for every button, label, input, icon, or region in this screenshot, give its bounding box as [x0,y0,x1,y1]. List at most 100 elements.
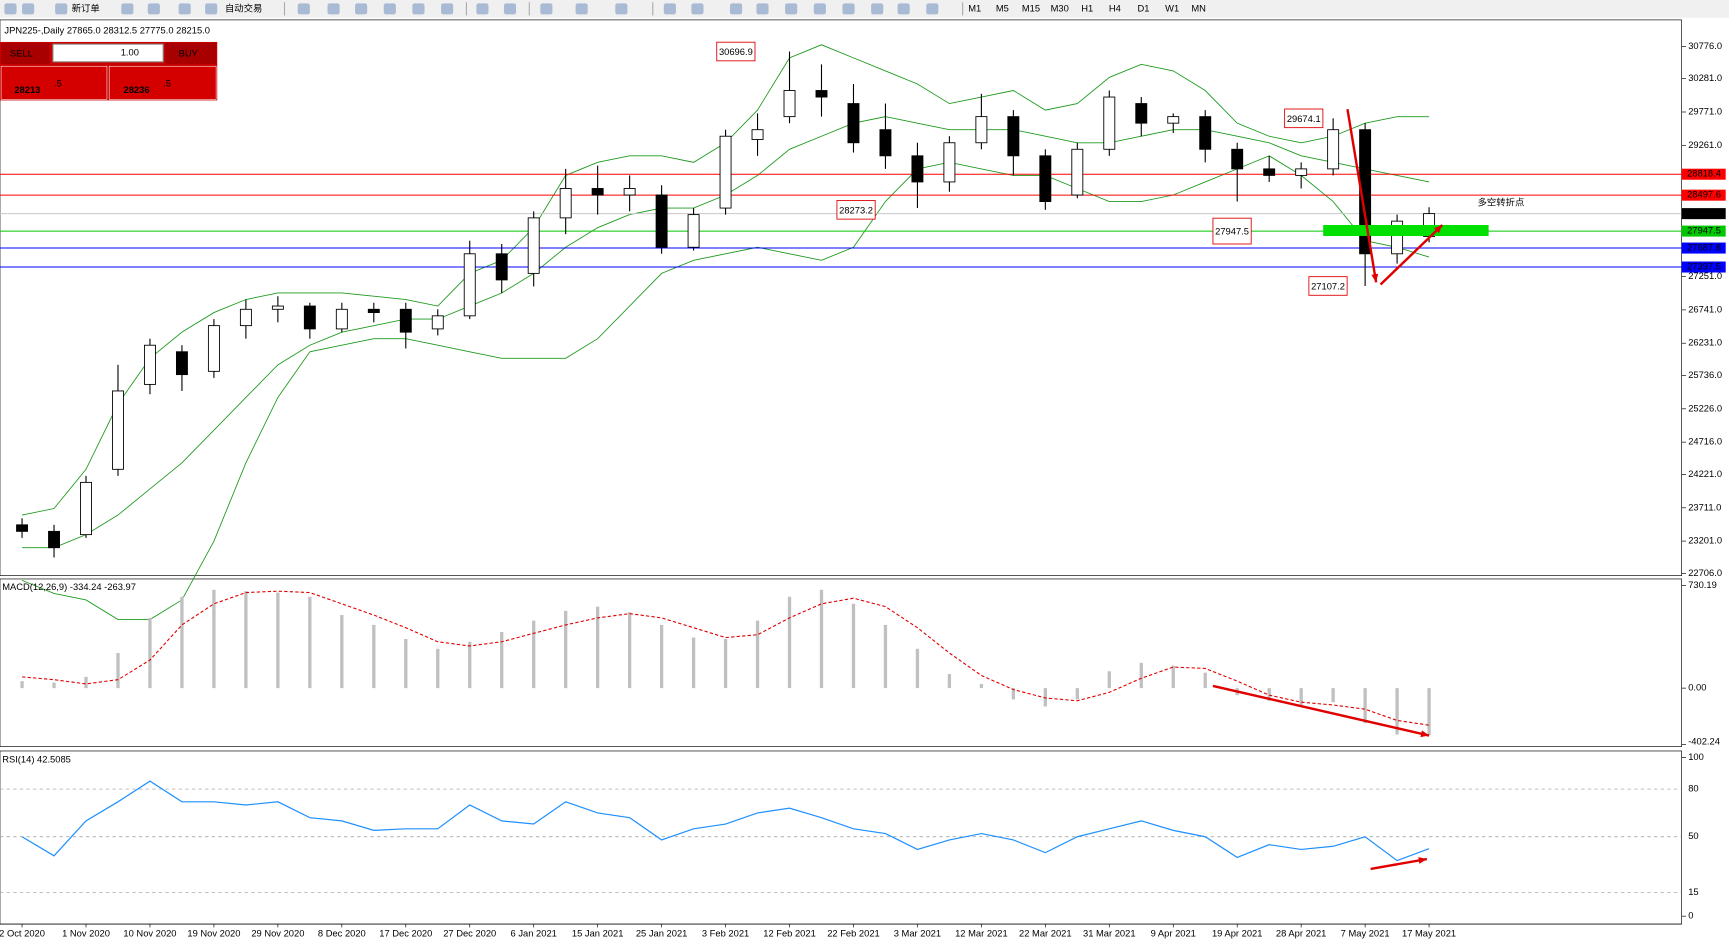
lot-value[interactable]: 1.00 [121,47,139,57]
macd-bar [1203,672,1207,689]
y-tick-label: 0.00 [1688,683,1706,693]
toolbar-icon[interactable] [205,3,218,15]
price-level-label: 28818.4 [1687,169,1721,179]
sell-label[interactable]: SELL [10,49,33,59]
candle-body [1391,220,1404,255]
macd-bar [1395,688,1399,735]
price-annotation-box [1212,217,1252,245]
sell-price-box[interactable] [0,65,108,100]
y-tick-label: 26741.0 [1688,304,1722,314]
toolbar-icon[interactable] [55,3,68,15]
timeframe-button[interactable]: H1 [1081,3,1093,13]
toolbar-icon[interactable] [691,3,704,15]
y-tick-label: 0 [1688,911,1693,921]
timeframe-button[interactable]: H4 [1109,3,1121,13]
macd-bar [276,592,280,689]
candle-body [48,530,60,549]
macd-bar [1139,662,1143,689]
toolbar-icon[interactable] [540,3,553,15]
candle-body [1263,168,1276,176]
sell-button[interactable] [1,43,50,65]
macd-bar [659,624,664,689]
y-tick-label: 25226.0 [1688,403,1722,413]
price-level-tag [1681,168,1726,180]
macd-bar [1107,671,1111,689]
macd-panel [0,578,1682,747]
macd-bar [500,631,504,689]
toolbar-icon[interactable] [575,3,588,15]
buy-price-box[interactable] [108,65,217,100]
toolbar-icon[interactable] [4,3,17,15]
macd-bar [372,624,376,689]
toolbar-icon[interactable] [441,3,454,15]
timeframe-button[interactable]: M30 [1051,3,1069,13]
price-level-label: 27687.8 [1687,243,1721,253]
candle-body [16,524,29,532]
candle-body [1135,103,1148,124]
macd-bar [979,683,984,689]
toolbar-icon[interactable] [871,3,884,15]
candle-body [1007,116,1020,157]
toolbar-icon[interactable] [383,3,396,15]
new-order-button[interactable]: 新订单 [72,2,100,13]
x-tick-label: 12 Mar 2021 [955,928,1008,938]
x-tick-label: 7 May 2021 [1341,928,1390,938]
toolbar-icon[interactable] [476,3,489,15]
toolbar-icon[interactable] [756,3,769,15]
candle-body [1231,148,1244,170]
buy-price-frac: .5 [163,78,171,88]
sell-price: 28213 [14,85,40,95]
toolbar-icon[interactable] [897,3,910,15]
toolbar-icon[interactable] [926,3,939,15]
toolbar-icon[interactable] [503,3,517,15]
rsi-line [21,780,1430,862]
candle-body [623,188,636,196]
candle-body [1103,96,1116,150]
timeframe-button[interactable]: M15 [1022,3,1040,13]
y-tick-label: 30776.0 [1688,41,1722,51]
auto-trading-button[interactable]: 自动交易 [225,2,262,13]
toolbar-icon[interactable] [615,3,628,15]
x-tick-label: 9 Apr 2021 [1151,928,1196,938]
timeframe-button[interactable]: W1 [1165,3,1179,13]
macd-bar [1331,688,1335,703]
timeframe-button[interactable]: D1 [1137,3,1149,13]
toolbar-icon[interactable] [663,3,676,15]
y-tick-label: 27251.0 [1688,271,1722,281]
x-tick-label: 6 Jan 2021 [511,928,557,938]
candle-body [687,214,700,248]
macd-bar [915,648,920,689]
toolbar-icon[interactable] [178,3,191,15]
toolbar-icon[interactable] [842,3,855,15]
price-level-label: 27397.5 [1687,261,1721,271]
y-tick-label: 50 [1688,831,1698,841]
lot-input[interactable] [52,43,164,63]
macd-bar [564,610,568,689]
y-tick-label: 22706.0 [1688,568,1722,578]
toolbar-icon[interactable] [355,3,368,15]
timeframe-button[interactable]: M5 [996,3,1009,13]
toolbar-icon[interactable] [729,3,743,15]
y-tick-label: 29261.0 [1688,140,1722,150]
candle-body [527,217,540,274]
toolbar-icon[interactable] [412,3,425,15]
turning-zone [1323,225,1489,237]
y-tick-label: 26231.0 [1688,338,1722,348]
price-level-tag [1681,189,1726,201]
toolbar-icon[interactable] [121,3,134,15]
price-level-tag [1681,261,1726,273]
buy-label[interactable]: BUY [179,49,199,59]
toolbar-icon[interactable] [22,3,35,15]
macd-bar [20,681,24,689]
toolbar-icon[interactable] [297,3,310,15]
toolbar-icon[interactable] [327,3,340,15]
y-tick-label: 730.19 [1688,580,1717,590]
candle-body [751,129,764,140]
timeframe-button[interactable]: M1 [968,3,981,13]
toolbar-icon[interactable] [147,3,160,15]
timeframe-button[interactable]: MN [1191,3,1206,13]
buy-button[interactable] [165,43,217,65]
toolbar-icon[interactable] [813,3,826,15]
toolbar-icon[interactable] [785,3,798,15]
